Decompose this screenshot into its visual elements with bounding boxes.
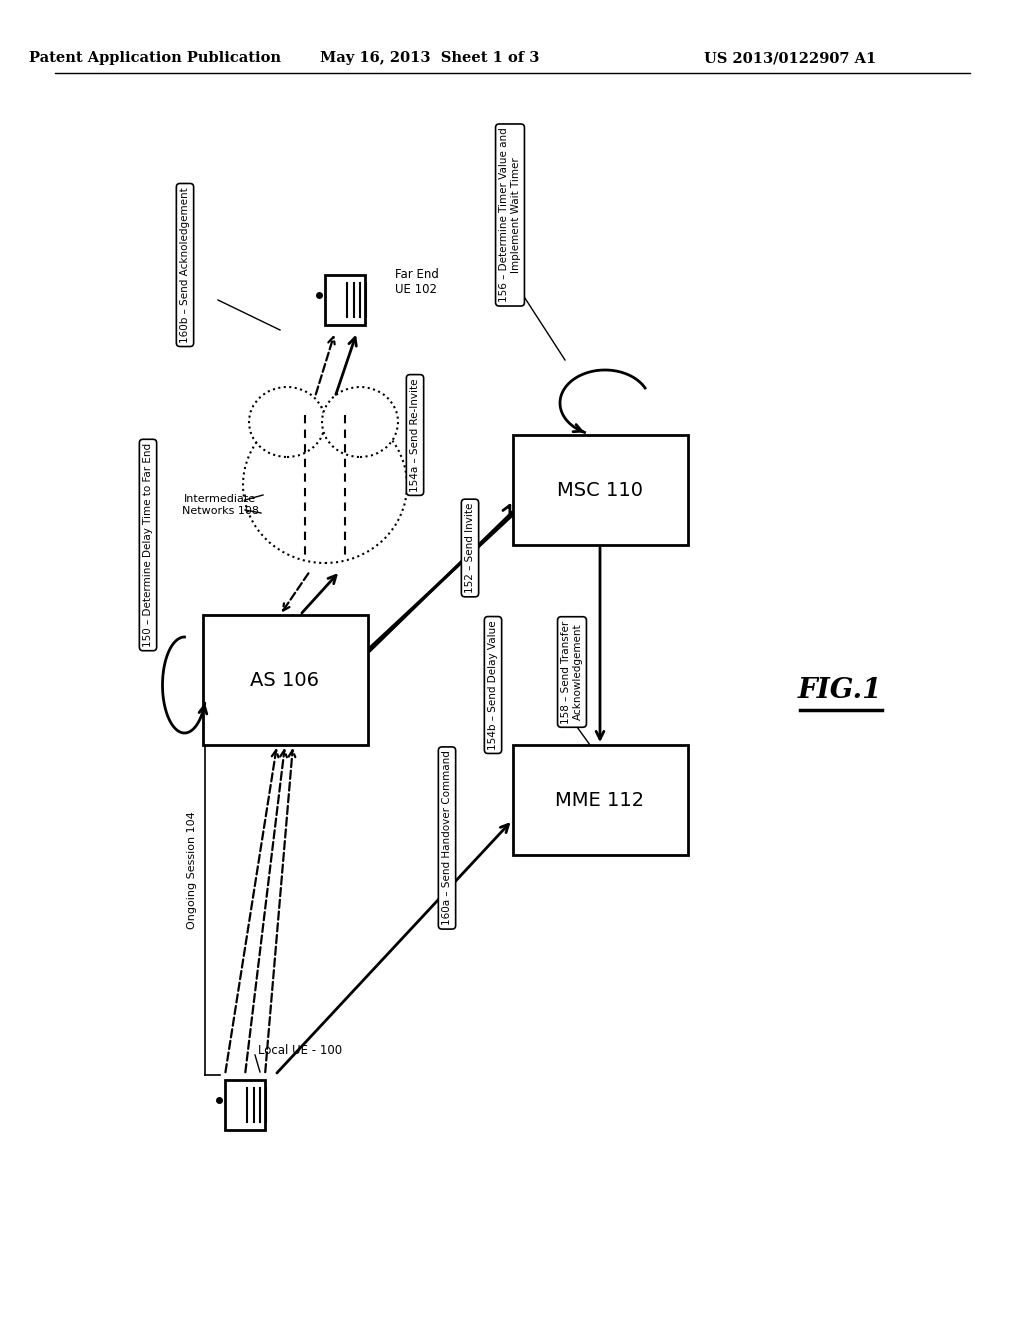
Text: Local UE - 100: Local UE - 100 bbox=[258, 1044, 342, 1056]
Text: Intermediate
Networks 108: Intermediate Networks 108 bbox=[181, 494, 258, 516]
Text: 158 – Send Transfer
Acknowledgement: 158 – Send Transfer Acknowledgement bbox=[561, 620, 583, 723]
Text: Patent Application Publication: Patent Application Publication bbox=[29, 51, 281, 65]
Text: 154b – Send Delay Value: 154b – Send Delay Value bbox=[488, 620, 498, 750]
Text: AS 106: AS 106 bbox=[251, 671, 319, 689]
FancyBboxPatch shape bbox=[325, 276, 366, 325]
Text: 152 – Send Invite: 152 – Send Invite bbox=[465, 503, 475, 593]
Text: 160a – Send Handover Command: 160a – Send Handover Command bbox=[442, 751, 452, 925]
FancyBboxPatch shape bbox=[224, 1080, 265, 1130]
FancyBboxPatch shape bbox=[512, 436, 687, 545]
Ellipse shape bbox=[322, 387, 398, 457]
Text: Ongoing Session 104: Ongoing Session 104 bbox=[187, 810, 197, 929]
FancyBboxPatch shape bbox=[203, 615, 368, 744]
Text: May 16, 2013  Sheet 1 of 3: May 16, 2013 Sheet 1 of 3 bbox=[321, 51, 540, 65]
Ellipse shape bbox=[243, 407, 407, 564]
Ellipse shape bbox=[249, 387, 325, 457]
Text: MSC 110: MSC 110 bbox=[557, 480, 643, 499]
Text: 150 – Determine Delay Time to Far End: 150 – Determine Delay Time to Far End bbox=[143, 444, 153, 647]
Text: Far End
UE 102: Far End UE 102 bbox=[395, 268, 439, 296]
Text: 154a – Send Re-Invite: 154a – Send Re-Invite bbox=[410, 379, 420, 492]
Text: MME 112: MME 112 bbox=[555, 791, 644, 809]
Text: 160b – Send Acknoledgement: 160b – Send Acknoledgement bbox=[180, 187, 190, 343]
Text: 156 – Determine Timer Value and
Implement Wait Timer: 156 – Determine Timer Value and Implemen… bbox=[500, 128, 521, 302]
Text: FIG.1: FIG.1 bbox=[798, 676, 883, 704]
FancyBboxPatch shape bbox=[512, 744, 687, 855]
Text: US 2013/0122907 A1: US 2013/0122907 A1 bbox=[703, 51, 877, 65]
